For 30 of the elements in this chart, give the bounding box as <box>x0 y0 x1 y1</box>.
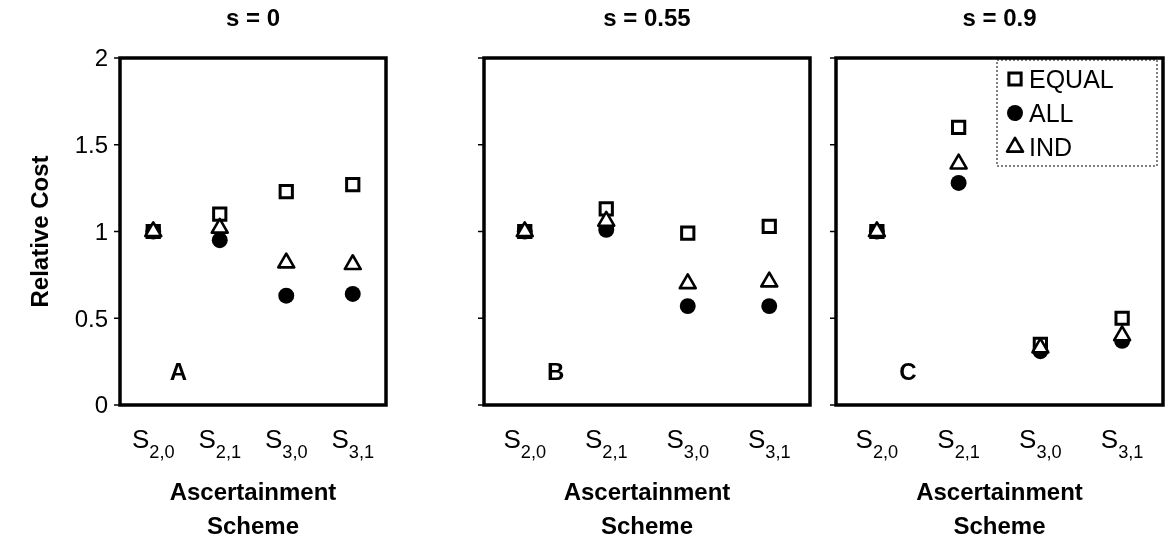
legend-label: ALL <box>1029 98 1074 127</box>
x-axis-title: Ascertainment Scheme <box>916 478 1083 539</box>
y-tick-label: 1.5 <box>74 131 108 159</box>
x-tick-label: S$_{3,0}$ <box>264 424 308 462</box>
chart-title: s = 0.55 <box>603 4 691 31</box>
chart-title: s = 0.9 <box>962 4 1037 31</box>
x-tick-label: S$_{3,0}$ <box>1019 424 1062 462</box>
x-tick-label: S$_{3,0}$ <box>666 424 710 462</box>
x-tick-label: S$_{2,0}$ <box>131 424 175 462</box>
y-axis-title: Relative Cost <box>26 155 53 308</box>
x-tick-label: S$_{2,0}$ <box>855 424 899 462</box>
x-tick-label: S$_{2,1}$ <box>198 424 242 462</box>
x-tick-label: S$_{3,1}$ <box>331 424 375 462</box>
y-tick-label: 1 <box>94 217 108 245</box>
y-tick-label: 2 <box>94 44 108 72</box>
y-tick-label: 0 <box>94 391 108 419</box>
x-axis-title: Ascertainment Scheme <box>169 478 337 539</box>
annotation: A <box>169 358 188 385</box>
legend-label: IND <box>1029 132 1073 161</box>
x-tick-label: S$_{2,1}$ <box>584 424 628 462</box>
y-tick-label: 0.5 <box>74 304 108 332</box>
annotation: C <box>899 358 917 385</box>
x-tick-label: S$_{2,1}$ <box>937 424 980 462</box>
annotation: B <box>547 358 565 385</box>
legend-label: EQUAL <box>1029 64 1114 93</box>
chart-title: s = 0 <box>225 4 281 31</box>
x-tick-label: S$_{2,0}$ <box>503 424 547 462</box>
x-tick-label: S$_{3,1}$ <box>1100 424 1144 462</box>
x-axis-title: Ascertainment Scheme <box>563 478 731 539</box>
x-tick-label: S$_{3,1}$ <box>747 424 791 462</box>
